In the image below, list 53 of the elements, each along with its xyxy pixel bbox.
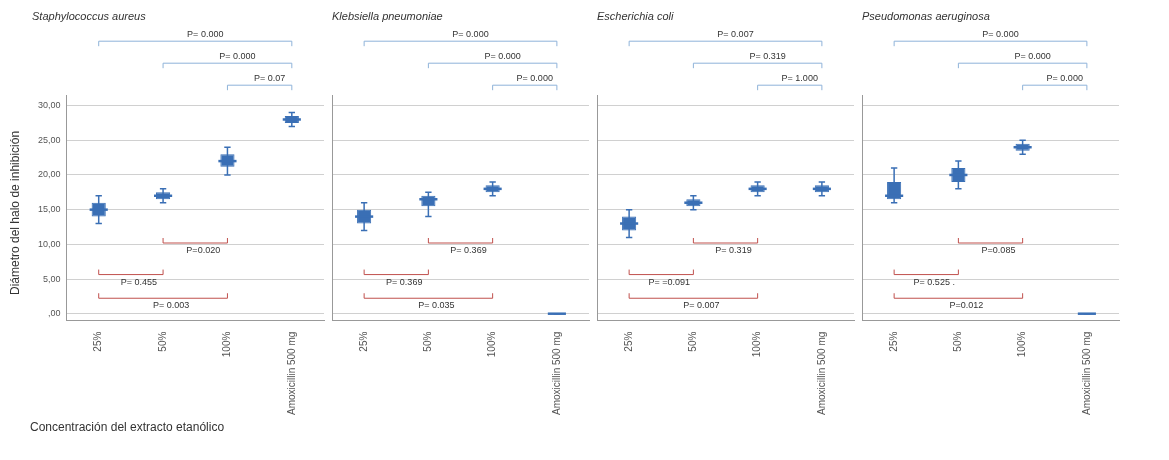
x-tick-label: Amoxicillin 500 mg — [1080, 331, 1092, 416]
text: P= 0.007 — [717, 29, 754, 40]
x-tick-label: 100% — [751, 331, 763, 358]
annotation: P= 0.007 — [683, 300, 720, 311]
text: P= 0.000 — [516, 73, 553, 84]
x-tick-label: Amoxicillin 500 mg — [815, 331, 827, 416]
x-tick-label: 100% — [221, 331, 233, 358]
annotation: P=0.085 — [981, 245, 1016, 256]
text: P= 0.000 — [452, 29, 489, 40]
text: P= 1.000 — [781, 73, 818, 84]
x-tick-label: 25% — [622, 331, 634, 352]
x-tick-label: 25% — [887, 331, 899, 352]
text: P= 0.000 — [1046, 73, 1083, 84]
annotation: P= 0.455 — [120, 276, 158, 287]
x-tick-label: 50% — [687, 331, 699, 352]
annotation: P= 0.003 — [152, 300, 190, 311]
y-tick-label: 25,00 — [37, 134, 61, 145]
x-tick-label: Amoxicillin 500 mg — [550, 331, 562, 416]
annotation: P= 0.525 . — [913, 276, 955, 287]
y-tick-label: 30,00 — [37, 100, 61, 111]
x-tick-label: 100% — [1016, 331, 1028, 358]
y-tick-label: 20,00 — [37, 169, 61, 180]
chart-title: Pseudomonas aeruginosa — [862, 9, 990, 22]
text: P= 0.000 — [187, 29, 224, 40]
x-axis-title: Concentración del extracto etanólico — [30, 420, 226, 434]
y-axis-title: Diámetro del halo de inhibición — [8, 129, 22, 298]
annotation: P= 0.035 — [418, 300, 455, 311]
y-tick-label: 10,00 — [37, 238, 61, 249]
chart-title: Escherichia coli — [597, 9, 674, 22]
annotation: P= 0.319 — [715, 245, 752, 256]
annotation: P=0.020 — [186, 245, 221, 256]
x-tick-label: 25% — [92, 331, 104, 352]
x-tick-label: 50% — [952, 331, 964, 352]
text: P= 0.319 — [749, 51, 786, 62]
x-tick-label: 50% — [156, 331, 168, 352]
x-tick-label: 25% — [357, 331, 369, 352]
text: P= 0.000 — [982, 29, 1019, 40]
y-tick-label: 5,00 — [42, 273, 61, 284]
chart-title: Staphylococcus aureus — [32, 9, 147, 22]
annotation: P= =0.091 — [648, 276, 691, 287]
y-tick-label: 15,00 — [37, 204, 61, 215]
annotation: P= 0.369 — [450, 245, 487, 256]
text: P= 0.000 — [219, 51, 256, 62]
chart-title: Klebsiella pneumoniae — [332, 9, 443, 22]
text: P= 0.07 — [253, 73, 286, 84]
text: P= 0.000 — [1014, 51, 1051, 62]
text: P= 0.000 — [484, 51, 521, 62]
annotation: P= 0.369 — [386, 276, 423, 287]
x-tick-label: 50% — [422, 331, 434, 352]
y-tick-label: ,00 — [48, 308, 61, 319]
x-tick-label: Amoxicillin 500 mg — [285, 331, 297, 416]
annotation: P=0.012 — [949, 300, 984, 311]
x-tick-label: 100% — [486, 331, 498, 358]
